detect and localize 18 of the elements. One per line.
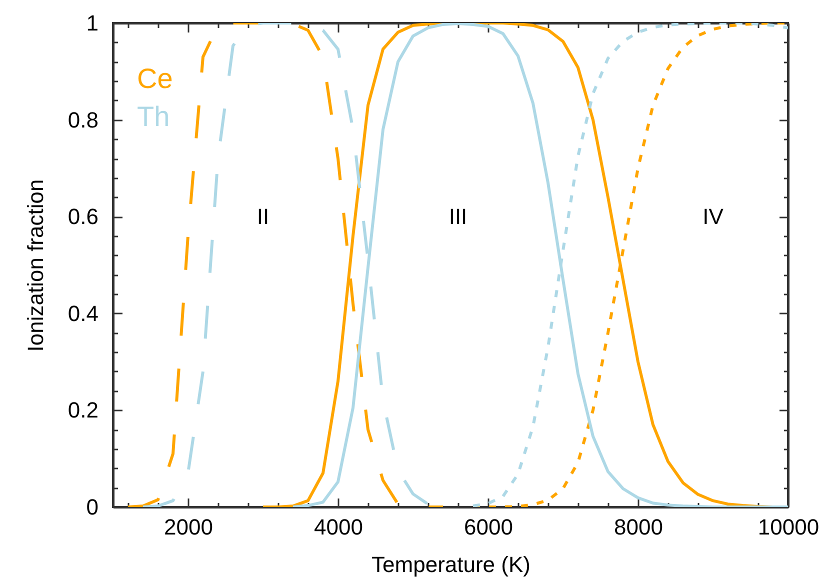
x-tick-label: 8000 (614, 514, 663, 540)
x-tick-label: 6000 (464, 514, 513, 540)
y-tick-label: 1 (86, 10, 98, 36)
series-label: Th (137, 101, 170, 132)
series-label: Ce (137, 63, 173, 94)
x-tick-label: 2000 (164, 514, 213, 540)
annotation: II (256, 204, 270, 229)
annotation: IV (702, 204, 724, 229)
y-tick-label: 0.8 (68, 107, 98, 132)
y-tick-label: 0 (86, 494, 98, 520)
annotation: III (448, 204, 468, 229)
y-tick-label: 0.4 (68, 300, 98, 326)
x-tick-label: 10000 (758, 514, 820, 540)
y-tick-label: 0.6 (68, 204, 98, 230)
x-tick-label: 4000 (314, 514, 363, 540)
y-tick-label: 0.2 (68, 398, 98, 423)
x-axis-title: Temperature (K) (372, 552, 530, 577)
y-axis-title: Ionization fraction (22, 179, 48, 352)
